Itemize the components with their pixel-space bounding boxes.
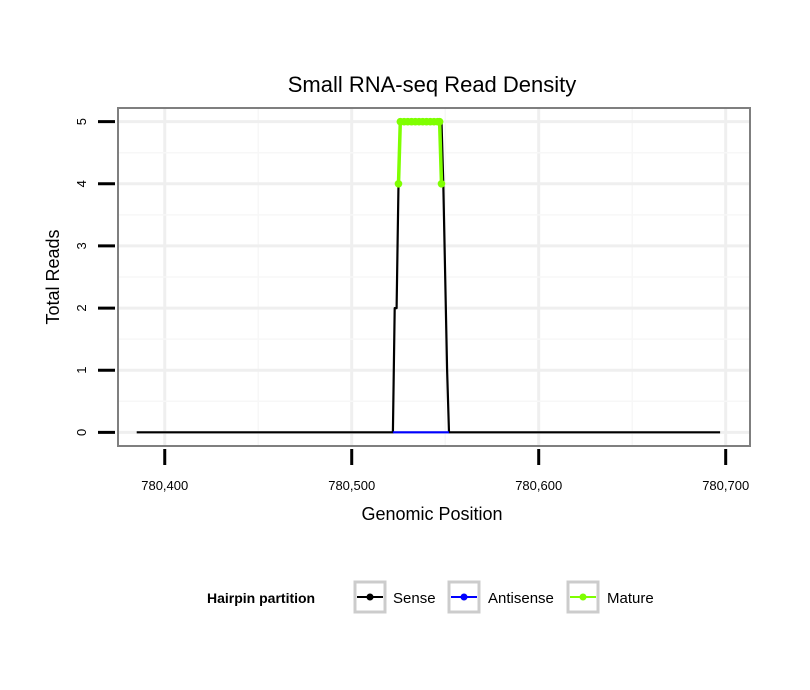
legend-title: Hairpin partition (207, 590, 315, 606)
y-axis-title: Total Reads (43, 229, 63, 324)
x-tick-label: 780,700 (702, 478, 749, 493)
legend-label: Antisense (488, 590, 554, 607)
x-tick-label: 780,500 (328, 478, 375, 493)
plot-border (117, 107, 751, 447)
y-tick-label: 4 (74, 180, 89, 187)
y-tick-label: 0 (74, 429, 89, 436)
x-axis-title: Genomic Position (361, 504, 502, 524)
legend-key-point (366, 593, 374, 601)
legend-entry-sense: Sense (353, 580, 436, 614)
y-axis: 0 1 2 3 4 5 (74, 118, 115, 436)
legend-label: Mature (607, 590, 654, 607)
legend-entry-antisense: Antisense (447, 580, 554, 614)
x-tick-label: 780,400 (141, 478, 188, 493)
legend-entry-mature: Mature (566, 580, 654, 614)
legend-key-point (579, 593, 587, 601)
legend: Hairpin partition Sense Antisense Mature (207, 580, 654, 614)
chart-title: Small RNA-seq Read Density (288, 72, 577, 97)
x-tick-label: 780,600 (515, 478, 562, 493)
y-tick-label: 3 (74, 242, 89, 249)
y-tick-label: 2 (74, 304, 89, 311)
data-point-mature (437, 180, 446, 188)
x-axis: 780,400 780,500 780,600 780,700 (141, 449, 749, 493)
y-tick-label: 1 (74, 367, 89, 374)
data-point-mature (394, 180, 403, 188)
y-tick-label: 5 (74, 118, 89, 125)
series-mature (394, 117, 446, 188)
legend-label: Sense (393, 590, 436, 607)
plot-panel (117, 107, 751, 447)
legend-key-point (460, 593, 468, 601)
grid (118, 108, 750, 446)
data-point-mature (435, 117, 444, 126)
series-layer (136, 117, 721, 434)
